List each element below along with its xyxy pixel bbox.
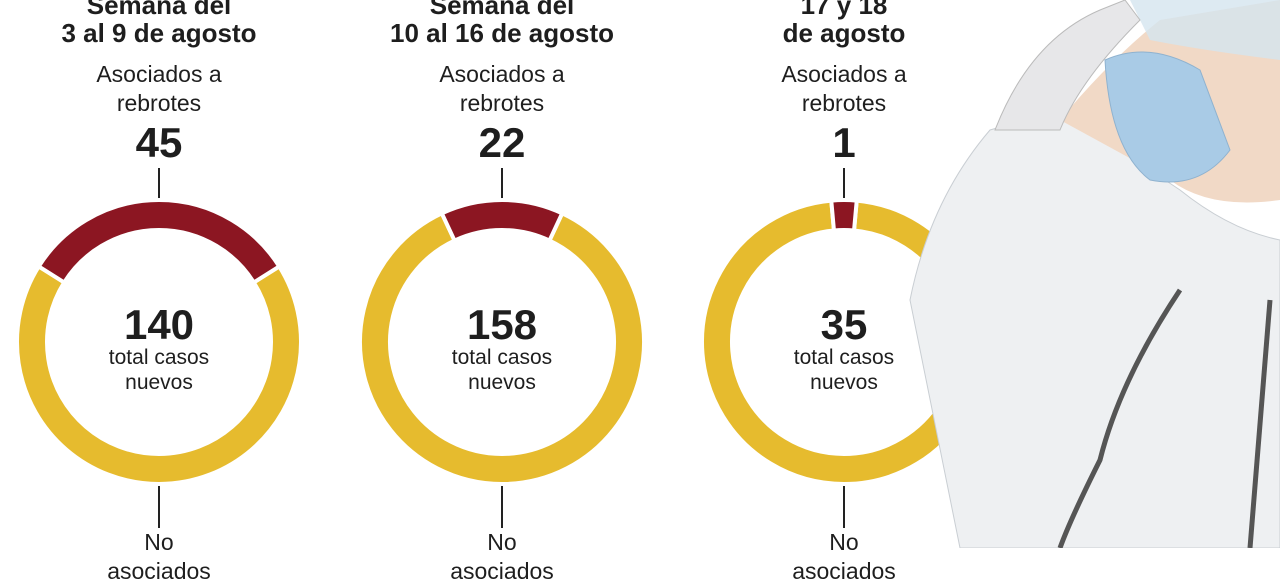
value-label: 45 [135,119,183,166]
photo [909,0,1280,548]
total-value: 140 [123,301,195,348]
category-label: No asociados [450,529,554,584]
value-label: 22 [478,119,526,166]
panel-title: 3 al 9 de agosto [61,18,257,48]
panel-title: 17 y 18 [800,0,888,20]
center-label: total casos nuevos [451,346,553,394]
category-label: No asociados [107,529,211,584]
category-label: Asociados a rebrotes [781,61,907,116]
donut-segment [439,198,565,244]
panel-title: 10 al 16 de agosto [390,18,614,48]
panel-title: Semana del [86,0,232,20]
category-label: Asociados a rebrotes [96,61,222,116]
total-value: 35 [820,301,868,348]
donut-segment [358,210,646,486]
page: (() => { const data = JSON.parse(documen… [15,0,1280,584]
donut-segment [829,198,859,233]
category-label: Asociados a rebrotes [439,61,565,116]
category-label: No asociados [792,529,896,584]
chart [15,0,1280,548]
donut-segment [15,263,303,486]
value-label: 1 [832,119,856,166]
donut-segment [36,198,282,286]
panel-title: Semana del [429,0,575,20]
center-label: total casos nuevos [793,346,895,394]
center-label: total casos nuevos [108,346,210,394]
total-value: 158 [466,301,538,348]
panel-title: de agosto [782,18,906,48]
